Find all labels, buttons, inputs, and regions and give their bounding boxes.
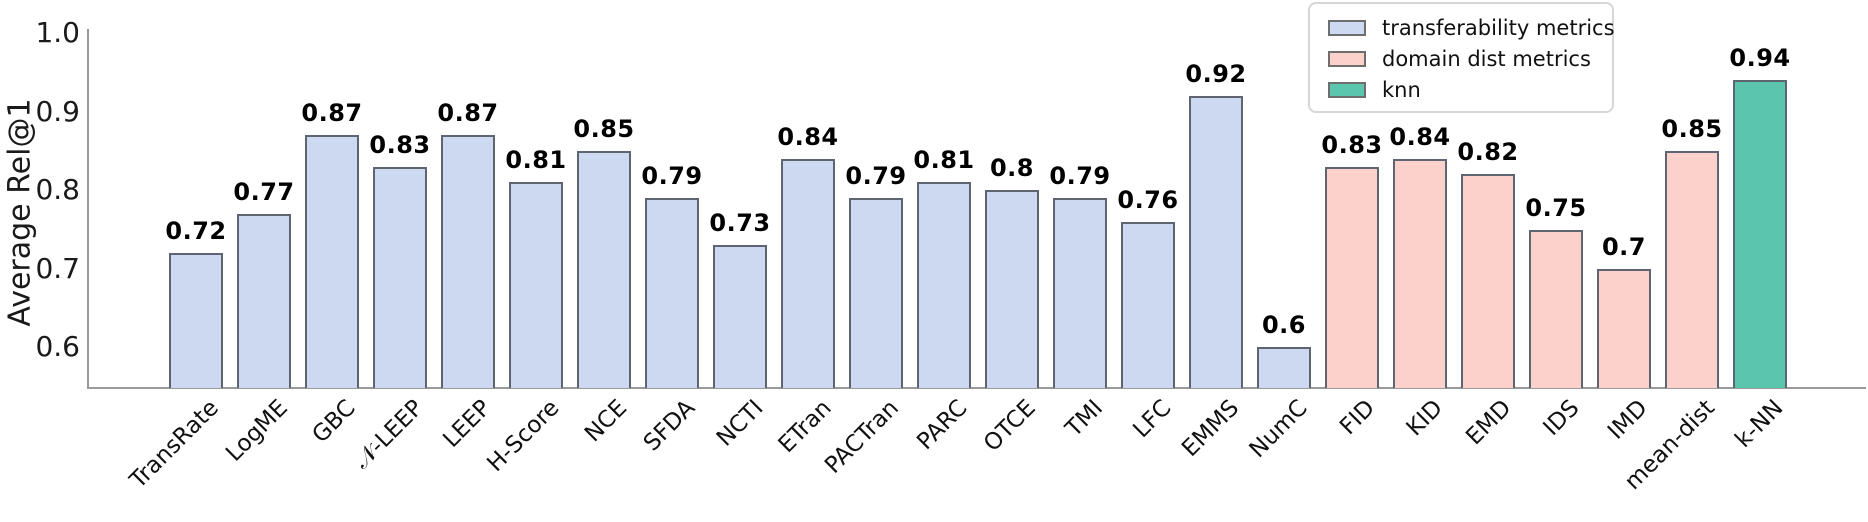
legend: transferability metrics domain dist metr… <box>1308 2 1615 113</box>
bar-value-label: 0.79 <box>1049 162 1111 191</box>
y-tick-label: 0.6 <box>35 330 80 363</box>
bar-value-label: 0.81 <box>505 146 567 175</box>
x-tick-label: LFC <box>1128 395 1177 444</box>
x-tick-label: TransRate <box>125 395 225 494</box>
y-tick-label: 0.8 <box>35 173 80 206</box>
bar <box>1393 158 1447 388</box>
bar-value-label: 0.77 <box>233 177 295 206</box>
bar-value-label: 0.7 <box>1601 232 1646 261</box>
x-tick-label: IMD <box>1602 395 1653 445</box>
legend-swatch-transferability <box>1328 19 1366 36</box>
x-tick-label: SFDA <box>638 395 701 457</box>
y-tick-label: 1.0 <box>35 16 80 49</box>
bar-value-label: 0.79 <box>845 162 907 191</box>
bar <box>305 135 359 388</box>
bar-value-label: 0.73 <box>709 209 771 238</box>
legend-label: domain dist metrics <box>1382 46 1591 71</box>
legend-item: knn <box>1328 74 1612 105</box>
bar-value-label: 0.6 <box>1261 311 1306 340</box>
bar-value-label: 0.87 <box>301 99 363 128</box>
x-tick-label: OTCE <box>978 395 1041 457</box>
bar-value-label: 0.84 <box>1389 122 1451 151</box>
bar <box>1325 166 1379 388</box>
bar-value-label: 0.87 <box>437 99 499 128</box>
bar <box>1665 150 1719 388</box>
x-tick-label: TMI <box>1061 395 1109 443</box>
legend-item: transferability metrics <box>1328 12 1615 43</box>
x-tick-label: H-Score <box>482 395 565 478</box>
bar <box>645 198 699 388</box>
bar-value-label: 0.84 <box>777 122 839 151</box>
legend-label: knn <box>1382 77 1421 102</box>
bar <box>1733 80 1787 388</box>
x-tick-label: PACTran <box>820 395 905 479</box>
bar-value-label: 0.94 <box>1729 44 1791 73</box>
bar <box>1257 347 1311 388</box>
bar-value-label: 0.8 <box>989 154 1034 183</box>
bar <box>1529 229 1583 388</box>
bar-value-label: 0.72 <box>165 217 227 246</box>
x-tick-label: NCE <box>580 395 633 448</box>
x-tick-label: FID <box>1335 395 1381 441</box>
x-tick-label: IDS <box>1538 395 1585 442</box>
bar <box>1597 268 1651 388</box>
bar-value-label: 0.79 <box>641 162 703 191</box>
y-tick-label: 0.9 <box>35 95 80 128</box>
bar-value-label: 0.85 <box>573 114 635 143</box>
bar <box>713 245 767 388</box>
x-axis-line <box>87 387 1866 389</box>
bar <box>169 253 223 388</box>
bar <box>1461 174 1515 388</box>
bar-value-label: 0.85 <box>1661 114 1723 143</box>
x-tick-label: 𝒩-LEEP <box>349 395 429 475</box>
bar-value-label: 0.81 <box>913 146 975 175</box>
bar <box>237 213 291 388</box>
bar <box>373 166 427 388</box>
x-tick-label: LEEP <box>438 395 497 453</box>
bar-value-label: 0.76 <box>1117 185 1179 214</box>
bar <box>1189 95 1243 388</box>
bar <box>1053 198 1107 388</box>
bar <box>849 198 903 388</box>
bar <box>1121 221 1175 388</box>
legend-item: domain dist metrics <box>1328 43 1612 74</box>
legend-swatch-domain-dist <box>1328 50 1366 67</box>
bar-value-label: 0.83 <box>1321 130 1383 159</box>
legend-swatch-knn <box>1328 81 1366 98</box>
y-tick-label: 0.7 <box>35 252 80 285</box>
x-tick-label: ETran <box>773 395 837 459</box>
x-tick-label: EMD <box>1461 395 1517 451</box>
bar <box>917 182 971 388</box>
bar <box>577 150 631 388</box>
x-tick-label: NCTI <box>711 395 769 452</box>
bar-value-label: 0.83 <box>369 130 431 159</box>
bar-value-label: 0.82 <box>1457 138 1519 167</box>
x-tick-label: NumC <box>1244 395 1313 464</box>
y-axis-line <box>87 29 89 389</box>
x-tick-label: GBC <box>307 395 361 449</box>
x-tick-label: LogME <box>220 395 293 467</box>
bar <box>509 182 563 388</box>
bar-value-label: 0.92 <box>1185 59 1247 88</box>
x-tick-label: EMMS <box>1177 395 1245 463</box>
bar <box>441 135 495 388</box>
x-tick-label: PARC <box>912 395 973 456</box>
x-tick-label: KID <box>1402 395 1449 442</box>
x-tick-label: k-NN <box>1730 395 1789 454</box>
bar <box>781 158 835 388</box>
bar-value-label: 0.75 <box>1525 193 1587 222</box>
bar <box>985 190 1039 388</box>
legend-label: transferability metrics <box>1382 15 1615 40</box>
